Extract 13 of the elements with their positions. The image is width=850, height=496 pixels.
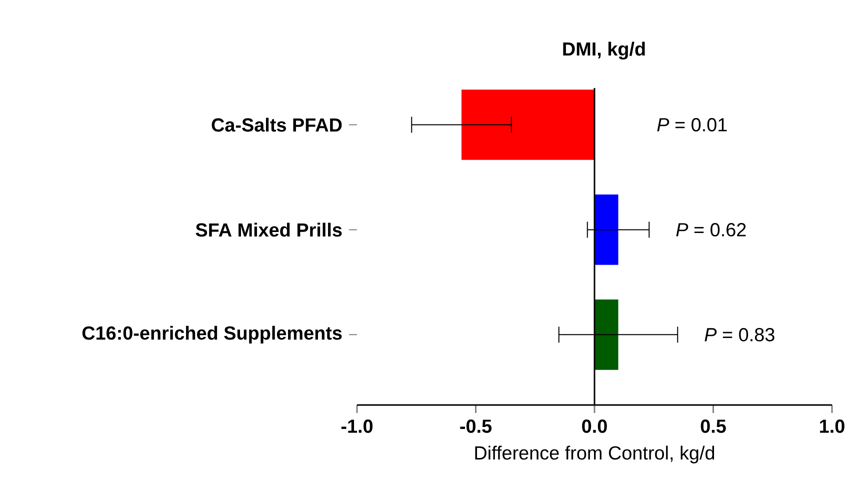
x-tick-label: -1.0 xyxy=(341,420,373,433)
y-tick-label: Ca-Salts PFAD xyxy=(212,118,342,132)
x-tick-label: 0.0 xyxy=(582,420,607,433)
x-tick-label: 0.5 xyxy=(700,420,726,433)
y-tick-label: SFA Mixed Prills xyxy=(196,222,342,237)
annotation: P = 0.83 xyxy=(704,328,774,342)
x-tick-label: -0.5 xyxy=(460,420,492,433)
y-tick-label: C16:0-enriched Supplements xyxy=(82,326,342,344)
x-tick-label: 1.0 xyxy=(820,420,844,433)
annotation: P = 0.62 xyxy=(676,223,746,236)
chart-title: DMI, kg/d xyxy=(563,42,645,60)
x-axis-title: Difference from Control, kg/d xyxy=(475,446,714,464)
annotation: P = 0.01 xyxy=(657,118,727,132)
